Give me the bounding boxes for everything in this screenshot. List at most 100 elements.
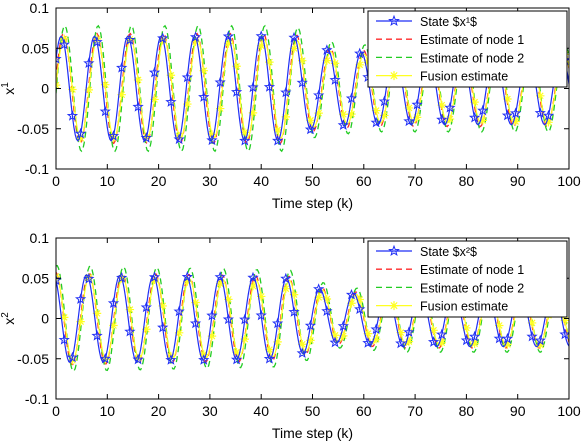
series-marker-4: [158, 301, 167, 311]
series-marker-1: [124, 34, 136, 45]
series-marker-4: [207, 331, 217, 341]
y-tick-label: 0.05: [22, 40, 49, 56]
series-marker-4: [273, 337, 282, 347]
series-marker-1: [329, 74, 341, 85]
series-marker-4: [380, 111, 389, 120]
series-marker-1: [206, 134, 218, 146]
series-marker-1: [321, 305, 333, 316]
x-tick-label: 30: [202, 173, 218, 189]
series-marker-1: [296, 347, 308, 359]
series-marker-4: [536, 91, 545, 100]
series-marker-1: [468, 111, 481, 123]
series-marker-4: [248, 108, 258, 118]
series-marker-4: [437, 100, 446, 110]
series-marker-4: [257, 41, 266, 50]
series-marker-4: [339, 331, 348, 341]
series-marker-4: [191, 298, 200, 307]
x-tick-label: 80: [459, 403, 475, 419]
x-tick-label: 100: [557, 173, 581, 189]
series-marker-1: [148, 271, 161, 282]
series-marker-1: [362, 337, 374, 348]
x-tick-label: 90: [510, 403, 526, 419]
series-marker-1: [165, 354, 177, 365]
series-marker-1: [58, 38, 70, 50]
y-tick-label: -0.05: [17, 351, 49, 367]
x-tick-label: 40: [253, 173, 269, 189]
series-marker-1: [198, 354, 210, 365]
x-tick-label: 0: [52, 403, 60, 419]
series-marker-1: [526, 330, 538, 342]
series-marker-1: [304, 319, 317, 331]
series-marker-1: [403, 326, 415, 338]
series-marker-1: [157, 321, 169, 333]
series-marker-4: [281, 284, 291, 293]
series-marker-1: [173, 305, 185, 317]
series-marker-1: [198, 91, 210, 102]
y-tick-label: 0.1: [30, 0, 50, 16]
series-marker-4: [470, 339, 479, 348]
series-marker-4: [191, 37, 200, 46]
series-marker-1: [66, 351, 79, 363]
series-marker-4: [232, 62, 241, 71]
series-marker-4: [142, 325, 151, 334]
y-axis-label-superscript: 1: [0, 82, 11, 88]
series-marker-1: [247, 271, 259, 283]
series-marker-4: [265, 57, 274, 67]
x-tick-label: 80: [459, 173, 475, 189]
series-marker-1: [173, 133, 185, 145]
series-marker-4: [68, 85, 77, 94]
series-marker-1: [436, 328, 448, 340]
series-marker-4: [117, 90, 126, 99]
series-marker-4: [527, 318, 537, 328]
series-marker-1: [99, 105, 111, 117]
series-marker-1: [132, 100, 144, 112]
series-marker-4: [347, 299, 356, 308]
series-marker-1: [206, 309, 218, 321]
series-marker-1: [222, 313, 234, 325]
series-marker-1: [74, 127, 87, 139]
series-marker-1: [534, 107, 546, 118]
legend-label: Fusion estimate: [420, 70, 508, 84]
series-marker-1: [83, 57, 95, 69]
series-marker-4: [495, 321, 504, 330]
legend-label: Estimate of node 2: [420, 281, 524, 295]
series-marker-4: [330, 331, 340, 340]
series-marker-1: [280, 86, 292, 98]
series-marker-1: [288, 306, 300, 317]
series-marker-1: [370, 323, 382, 335]
series-marker-1: [157, 32, 169, 44]
series-marker-4: [257, 292, 266, 301]
series-marker-1: [501, 109, 514, 121]
series-marker-1: [140, 301, 152, 313]
series-marker-4: [232, 347, 241, 357]
series-marker-4: [437, 338, 446, 347]
series-marker-4: [166, 71, 176, 80]
series-marker-1: [370, 116, 382, 128]
series-marker-4: [445, 114, 455, 124]
series-marker-1: [288, 31, 300, 43]
series-marker-4: [355, 295, 364, 304]
series-marker-4: [248, 281, 258, 291]
legend-box: [367, 240, 568, 318]
series-marker-4: [306, 116, 315, 125]
series-marker-1: [222, 30, 234, 42]
series-marker-4: [125, 305, 135, 314]
series-marker-4: [536, 340, 545, 350]
series-marker-1: [189, 317, 202, 329]
y-tick-label: 0: [41, 81, 49, 97]
series-marker-1: [427, 336, 440, 347]
series-marker-1: [83, 272, 95, 284]
series-marker-1: [181, 71, 193, 83]
series-marker-4: [306, 336, 315, 345]
series-marker-1: [534, 334, 546, 346]
series-marker-1: [56, 274, 62, 286]
series-marker-1: [477, 104, 489, 116]
series-marker-4: [371, 106, 381, 115]
series-marker-4: [462, 323, 471, 333]
series-marker-4: [289, 44, 299, 53]
series-marker-1: [559, 328, 569, 340]
series-marker-4: [150, 275, 159, 284]
series-marker-4: [322, 56, 332, 65]
series-marker-1: [124, 325, 136, 337]
